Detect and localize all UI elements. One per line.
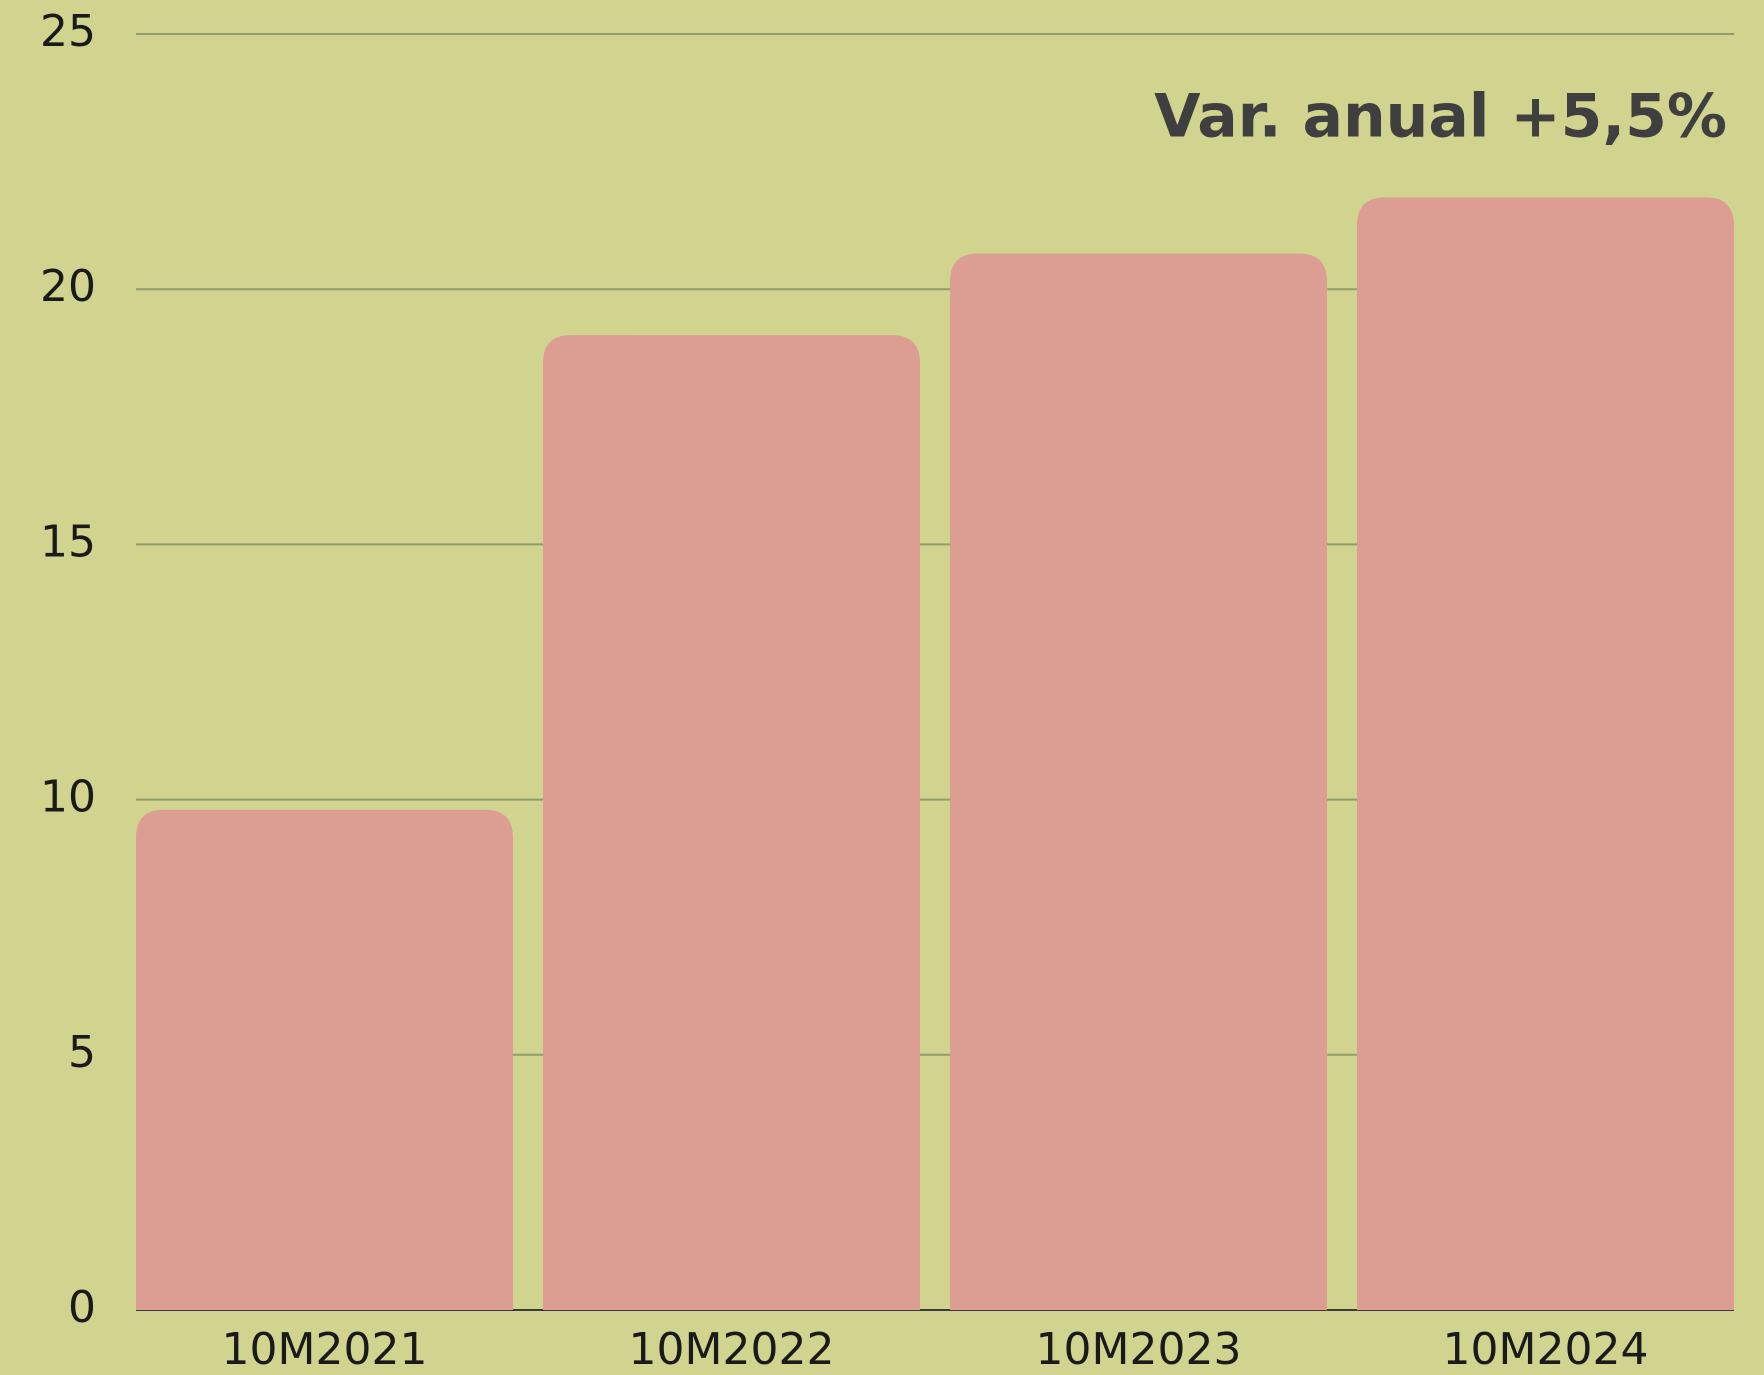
bar: [1357, 197, 1734, 1310]
y-tick-label: 20: [40, 261, 96, 312]
y-tick-label: 10: [40, 772, 96, 823]
x-tick-label: 10M2022: [629, 1324, 835, 1375]
annotation: Var. anual +5,5%: [1154, 82, 1727, 152]
y-tick-label: 0: [68, 1282, 96, 1333]
bar: [950, 253, 1327, 1310]
y-tick-label: 15: [40, 516, 96, 567]
x-tick-label: 10M2023: [1036, 1324, 1242, 1375]
y-tick-label: 25: [40, 6, 96, 57]
x-tick-label: 10M2024: [1443, 1324, 1649, 1375]
bar: [136, 809, 513, 1310]
x-tick-label: 10M2021: [222, 1324, 428, 1375]
y-tick-label: 5: [68, 1027, 96, 1078]
bar: [543, 335, 920, 1310]
